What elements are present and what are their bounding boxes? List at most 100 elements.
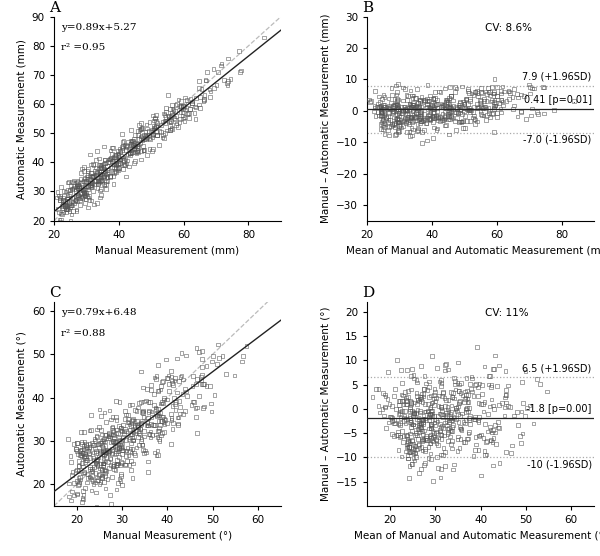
Point: [481, 104, 491, 113]
Point: [112, 461, 122, 470]
Point: [433, 100, 442, 108]
Point: [145, 144, 154, 153]
Point: [92, 199, 101, 208]
Point: [400, 114, 410, 123]
Point: [376, 105, 386, 114]
Point: [159, 428, 169, 436]
Point: [199, 403, 208, 412]
Point: [91, 177, 101, 186]
Point: [374, 384, 383, 393]
Point: [82, 440, 91, 449]
Point: [415, 118, 425, 127]
Point: [66, 451, 76, 460]
Point: [421, 379, 431, 388]
Point: [180, 102, 190, 111]
Point: [384, 94, 394, 103]
Point: [427, 100, 437, 109]
Point: [436, 375, 446, 384]
Point: [428, 95, 438, 103]
Point: [74, 182, 84, 191]
Point: [53, 205, 62, 214]
Point: [113, 459, 123, 468]
Point: [113, 153, 123, 162]
Point: [110, 157, 119, 166]
Point: [398, 121, 408, 130]
Point: [139, 413, 148, 421]
Point: [393, 80, 403, 88]
Point: [111, 429, 121, 438]
Point: [127, 430, 137, 439]
Point: [55, 196, 65, 205]
Point: [431, 429, 441, 438]
Point: [524, 80, 534, 89]
Point: [183, 100, 193, 108]
Point: [151, 111, 161, 120]
Point: [116, 426, 125, 435]
Point: [88, 472, 97, 481]
Point: [115, 159, 125, 168]
Point: [164, 111, 174, 120]
Point: [376, 108, 386, 117]
Point: [110, 431, 119, 440]
Point: [407, 111, 417, 120]
Point: [63, 186, 73, 195]
Point: [136, 419, 146, 428]
Point: [454, 399, 464, 408]
Point: [403, 393, 413, 401]
Point: [154, 426, 164, 435]
Point: [112, 415, 121, 424]
Point: [116, 470, 125, 479]
Point: [132, 420, 142, 429]
Point: [456, 117, 466, 126]
Point: [424, 383, 434, 391]
Point: [414, 439, 424, 448]
Point: [470, 445, 480, 454]
Point: [80, 190, 90, 199]
Point: [406, 423, 416, 431]
Point: [98, 459, 108, 468]
Point: [459, 397, 469, 406]
Point: [142, 131, 151, 140]
Point: [100, 469, 110, 478]
Point: [448, 102, 458, 111]
Point: [119, 160, 128, 169]
Point: [404, 447, 413, 456]
Point: [87, 172, 97, 181]
Point: [415, 102, 424, 111]
Point: [178, 111, 187, 120]
Point: [451, 117, 460, 126]
Point: [97, 163, 106, 172]
Point: [78, 186, 88, 195]
Point: [116, 423, 125, 432]
Point: [425, 410, 435, 419]
Point: [404, 462, 414, 471]
Point: [380, 402, 389, 411]
Point: [153, 446, 163, 455]
Point: [145, 430, 154, 439]
Point: [411, 449, 421, 458]
Point: [418, 435, 428, 444]
Point: [69, 440, 79, 449]
Point: [129, 145, 139, 153]
Point: [394, 118, 404, 127]
Point: [59, 192, 68, 201]
Point: [498, 82, 508, 91]
Point: [404, 105, 414, 114]
Point: [89, 441, 98, 450]
Point: [402, 91, 412, 100]
Point: [144, 127, 154, 136]
Point: [527, 104, 536, 113]
Point: [462, 435, 472, 444]
Point: [415, 397, 424, 406]
Point: [405, 404, 415, 413]
Point: [197, 379, 206, 388]
Point: [101, 418, 110, 426]
Point: [88, 438, 97, 447]
Point: [447, 436, 457, 445]
Point: [414, 425, 424, 434]
Point: [448, 465, 458, 474]
Point: [380, 102, 389, 111]
Point: [191, 103, 201, 112]
Point: [165, 126, 175, 135]
Point: [509, 411, 519, 420]
